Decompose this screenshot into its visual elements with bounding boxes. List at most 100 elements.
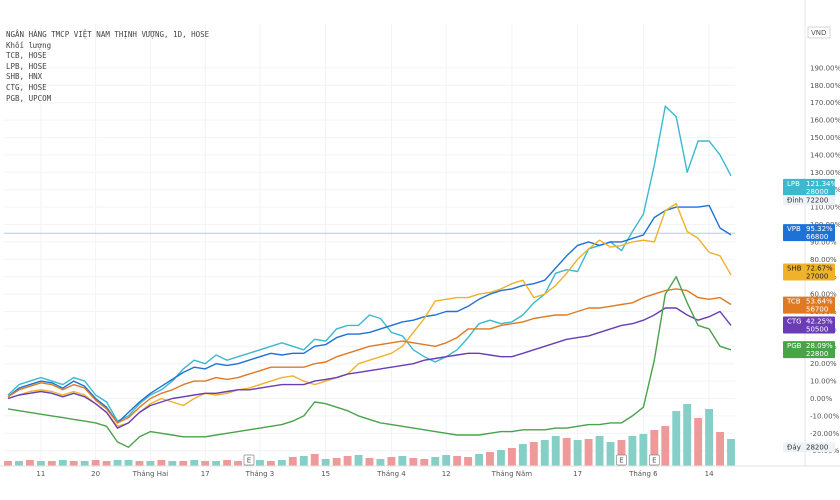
volume-bar [606, 442, 615, 466]
volume-bar [58, 460, 67, 466]
volume-bar [628, 436, 637, 466]
volume-bar [113, 460, 122, 466]
volume-bar [25, 460, 34, 466]
event-marker [648, 454, 660, 466]
y-tick-label: 10.00% [810, 378, 837, 386]
x-tick-label: 11 [36, 470, 45, 478]
badge-price: 56700 [806, 306, 828, 314]
volume-bar [234, 461, 242, 466]
volume-bar [157, 460, 166, 466]
badge-price: 27000 [806, 273, 828, 281]
badge-pgb: PGB 28.09%22800 [783, 341, 835, 359]
volume-bar [431, 457, 440, 466]
x-tick-label: 20 [91, 470, 100, 478]
series-line-lpb [7, 105, 732, 422]
volume-bar [288, 457, 297, 466]
volume-bar [36, 461, 45, 466]
volume-bar [277, 460, 286, 466]
volume-bar [464, 457, 473, 466]
x-tick-label: 17 [573, 470, 582, 478]
badge-value: 72200 [806, 197, 828, 205]
y-tick-label: 140.00% [810, 151, 840, 159]
volume-bar [453, 456, 462, 466]
volume-bar [266, 461, 275, 466]
volume-bar [475, 454, 483, 466]
volume-bar [146, 461, 155, 466]
volume-bar [80, 461, 89, 466]
volume-bar [398, 456, 407, 466]
badge-symbol: VPB [787, 225, 801, 233]
x-tick-label: Tháng Năm [491, 470, 533, 478]
volume-bar [332, 458, 341, 466]
y-tick-label: 20.00% [810, 360, 837, 368]
volume-bar [540, 440, 549, 466]
x-tick-label: Tháng Hai [132, 470, 169, 478]
y-tick-label: 130.00% [810, 169, 840, 177]
volume-bar [223, 460, 232, 466]
badge-ctg: CTG 42.25%50500 [783, 316, 835, 334]
volume-bar [91, 460, 100, 466]
volume-bar [124, 460, 133, 466]
y-tick-label: 90.00% [810, 238, 837, 246]
volume-bar [727, 439, 735, 466]
legend-lpb: LPB, HOSE [6, 61, 47, 71]
series-line-vpb [7, 204, 732, 424]
badge-value: 121.34% [806, 180, 837, 188]
volume-bar [310, 454, 319, 466]
legend: NGÂN HÀNG TMCP VIỆT NAM THỊNH VƯỢNG, 1D,… [6, 30, 209, 104]
volume-bar [562, 438, 571, 466]
badge-price: 50500 [806, 325, 828, 333]
badge-symbol: Đỉnh [787, 197, 803, 205]
volume-bar [321, 459, 330, 466]
volume-bar [102, 461, 111, 466]
x-tick-label: Tháng 3 [245, 470, 275, 478]
volume-bar [694, 418, 703, 466]
event-marker [243, 454, 255, 466]
x-axis-band [0, 466, 840, 500]
volume-bar [190, 460, 199, 466]
y-tick-label: 60.00% [810, 291, 837, 299]
volume-bar [69, 461, 78, 466]
x-tick-label: Tháng 4 [376, 470, 406, 478]
volume-bar [584, 439, 593, 466]
volume-bar [573, 440, 582, 466]
badge-bg [783, 316, 835, 334]
volume-bar [179, 461, 188, 466]
volume-bar [518, 444, 527, 466]
volume-bar [672, 411, 681, 466]
volume-bar [442, 455, 451, 466]
badge-symbol: TCB [786, 298, 801, 306]
volume-bar [595, 436, 604, 466]
badge-price: 66800 [806, 233, 828, 241]
y-tick-label: 160.00% [810, 117, 840, 125]
volume-bar [343, 456, 352, 466]
event-marker-label: E [247, 457, 251, 465]
legend-tcb: TCB, HOSE [6, 51, 47, 61]
legend-ctg: CTG, HOSE [6, 82, 47, 92]
badge-value: 28.09% [806, 342, 833, 350]
badge-value: 28200 [806, 444, 828, 452]
badge-symbol: LPB [787, 180, 800, 188]
volume-bar [661, 426, 670, 466]
badge-price: 22800 [806, 350, 828, 358]
volume-bar [716, 432, 724, 466]
x-tick-label: 17 [201, 470, 210, 478]
badge-bg [783, 224, 835, 242]
volume-bar [705, 409, 714, 466]
event-marker [616, 454, 627, 466]
x-tick-label: 15 [321, 470, 330, 478]
badge-symbol: SHB [787, 265, 802, 273]
volume-bar [683, 404, 692, 466]
x-tick-label: 14 [705, 470, 714, 478]
x-tick-label: Tháng 6 [628, 470, 658, 478]
volume-bar [135, 461, 144, 466]
volume-bar [639, 434, 648, 466]
legend-pgb: PGB, UPCOM [6, 93, 52, 103]
volume-bar [4, 461, 12, 466]
badge-symbol: PGB [787, 342, 802, 350]
volume-bar [387, 457, 396, 466]
volume-bar [376, 459, 385, 466]
badge-value: 53.64% [806, 298, 833, 306]
volume-bar [486, 452, 494, 466]
